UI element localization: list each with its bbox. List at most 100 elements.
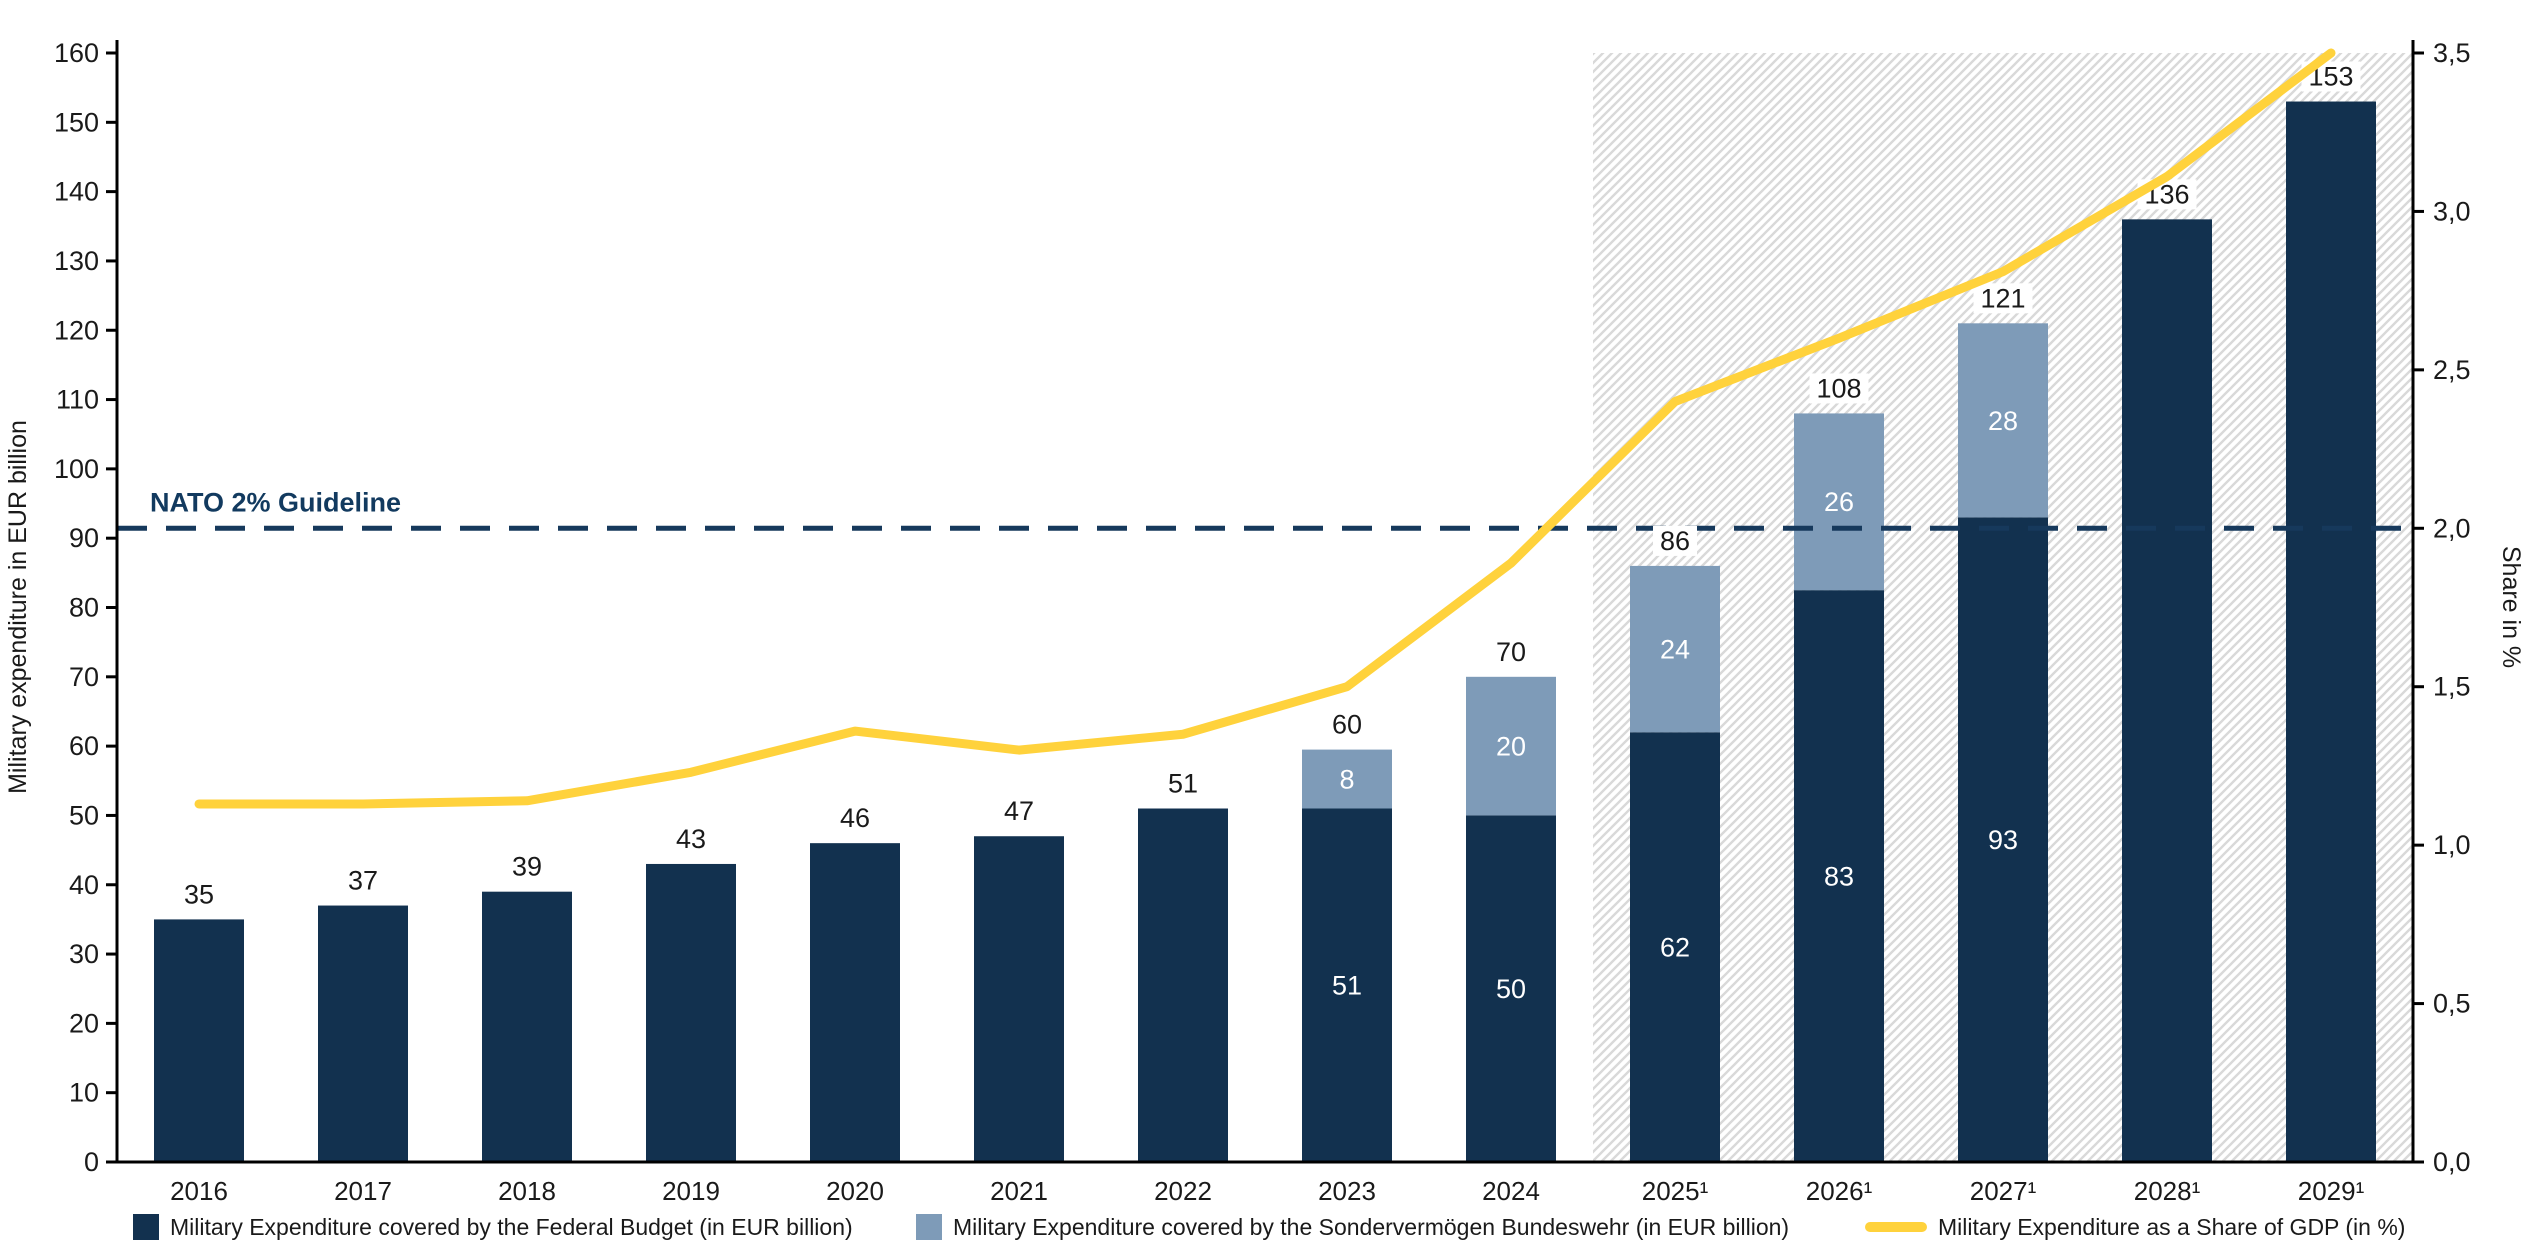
bar-federal-2025¹ — [1630, 732, 1720, 1162]
svg-text:24: 24 — [1660, 635, 1690, 665]
bar-federal-2029¹ — [2286, 101, 2376, 1162]
bar-federal-2019 — [646, 863, 736, 1162]
federal-budget-swatch-icon — [133, 1214, 159, 1240]
legend-item-sondervermoegen: Military Expenditure covered by the Sond… — [916, 1212, 1789, 1242]
bar-federal-2022 — [1138, 808, 1228, 1162]
svg-text:100: 100 — [54, 454, 99, 484]
svg-text:10: 10 — [69, 1078, 99, 1108]
svg-text:0: 0 — [84, 1147, 99, 1177]
bar-federal-2026¹ — [1794, 590, 1884, 1162]
svg-text:2016: 2016 — [170, 1176, 228, 1206]
svg-text:2019: 2019 — [662, 1176, 720, 1206]
svg-text:51: 51 — [1168, 769, 1198, 799]
svg-text:130: 130 — [54, 246, 99, 276]
bar-sondervermoegen-2024 — [1466, 676, 1556, 816]
svg-text:2018: 2018 — [498, 1176, 556, 1206]
svg-text:2023: 2023 — [1318, 1176, 1376, 1206]
svg-text:2025¹: 2025¹ — [1642, 1176, 1709, 1206]
svg-text:2026¹: 2026¹ — [1806, 1176, 1873, 1206]
svg-text:39: 39 — [512, 852, 542, 882]
bar-sondervermoegen-2027¹ — [1958, 323, 2048, 518]
bar-federal-2018 — [482, 891, 572, 1162]
bar-federal-2028¹ — [2122, 219, 2212, 1163]
svg-text:2017: 2017 — [334, 1176, 392, 1206]
bar-federal-2017 — [318, 905, 408, 1162]
legend-label-sondervermoegen: Military Expenditure covered by the Sond… — [953, 1213, 1790, 1240]
svg-text:2,5: 2,5 — [2433, 355, 2471, 385]
svg-text:2027¹: 2027¹ — [1970, 1176, 2037, 1206]
bar-sondervermoegen-2026¹ — [1794, 413, 1884, 591]
svg-text:28: 28 — [1988, 406, 2018, 436]
svg-text:140: 140 — [54, 177, 99, 207]
svg-text:90: 90 — [69, 523, 99, 553]
svg-text:70: 70 — [69, 662, 99, 692]
svg-text:8: 8 — [1339, 764, 1354, 794]
svg-text:120: 120 — [54, 315, 99, 345]
svg-text:2024: 2024 — [1482, 1176, 1540, 1206]
sondervermoegen-swatch-icon — [916, 1214, 942, 1240]
svg-text:20: 20 — [69, 1008, 99, 1038]
svg-text:2,0: 2,0 — [2433, 513, 2471, 543]
bar-federal-2020 — [810, 843, 900, 1162]
left-axis-title: Military expenditure in EUR billion — [4, 420, 32, 794]
nato-guideline-label: NATO 2% Guideline — [150, 487, 401, 517]
svg-text:43: 43 — [676, 824, 706, 854]
svg-text:40: 40 — [69, 870, 99, 900]
legend-label-federal-budget: Military Expenditure covered by the Fede… — [170, 1213, 853, 1240]
svg-text:47: 47 — [1004, 796, 1034, 826]
svg-text:62: 62 — [1660, 933, 1690, 963]
svg-text:1,5: 1,5 — [2433, 672, 2471, 702]
svg-text:3,0: 3,0 — [2433, 196, 2471, 226]
svg-text:160: 160 — [54, 38, 99, 68]
bar-sondervermoegen-2025¹ — [1630, 565, 1720, 733]
left-axis-tick-labels: 0 10 20 30 40 50 60 70 80 90 100 110 120 130 140 150 160 — [54, 38, 99, 1177]
svg-text:37: 37 — [348, 866, 378, 896]
gdp-share-line — [194, 48, 2336, 809]
svg-text:2029¹: 2029¹ — [2298, 1176, 2365, 1206]
bar-federal-2021 — [974, 836, 1064, 1162]
svg-text:20: 20 — [1496, 732, 1526, 762]
svg-text:108: 108 — [1816, 373, 1861, 403]
stacked-bars — [154, 101, 2376, 1163]
svg-text:80: 80 — [69, 593, 99, 623]
axes — [106, 40, 2424, 1164]
svg-text:1,0: 1,0 — [2433, 830, 2471, 860]
svg-text:35: 35 — [184, 879, 214, 909]
legend-item-federal-budget: Military Expenditure covered by the Fede… — [133, 1212, 853, 1242]
svg-text:60: 60 — [1332, 710, 1362, 740]
svg-text:2028¹: 2028¹ — [2134, 1176, 2201, 1206]
svg-text:83: 83 — [1824, 862, 1854, 892]
svg-text:70: 70 — [1496, 637, 1526, 667]
svg-text:2022: 2022 — [1154, 1176, 1212, 1206]
svg-text:46: 46 — [840, 803, 870, 833]
svg-text:0,0: 0,0 — [2433, 1147, 2471, 1177]
legend-item-gdp-share: Military Expenditure as a Share of GDP (… — [1865, 1212, 2405, 1242]
svg-text:2020: 2020 — [826, 1176, 884, 1206]
svg-text:3,5: 3,5 — [2433, 38, 2471, 68]
svg-text:121: 121 — [1980, 283, 2025, 313]
svg-text:86: 86 — [1660, 526, 1690, 556]
svg-text:150: 150 — [54, 107, 99, 137]
svg-text:0,5: 0,5 — [2433, 989, 2471, 1019]
svg-text:50: 50 — [69, 800, 99, 830]
bar-federal-2023 — [1302, 808, 1392, 1162]
svg-text:51: 51 — [1332, 971, 1362, 1001]
svg-text:60: 60 — [69, 731, 99, 761]
right-axis-title: Share in % — [2497, 546, 2524, 668]
bar-federal-2016 — [154, 919, 244, 1162]
gdp-share-line-swatch-icon — [1865, 1222, 1927, 1232]
right-axis-tick-labels: 0,0 0,5 1,0 1,5 2,0 2,5 3,0 3,5 — [2433, 38, 2471, 1177]
bar-federal-2027¹ — [1958, 517, 2048, 1162]
svg-text:30: 30 — [69, 939, 99, 969]
bar-segment-labels: 51 8 50 20 62 24 83 26 93 28 — [1332, 406, 2018, 1004]
legend-label-gdp-share: Military Expenditure as a Share of GDP (… — [1938, 1213, 2406, 1240]
svg-text:2021: 2021 — [990, 1176, 1048, 1206]
svg-text:50: 50 — [1496, 974, 1526, 1004]
svg-text:93: 93 — [1988, 825, 2018, 855]
x-axis-tick-labels: 2016 2017 2018 2019 2020 2021 2022 2023 2024 2025… — [170, 1176, 2365, 1206]
bar-sondervermoegen-2023 — [1302, 749, 1392, 809]
bar-federal-2024 — [1466, 815, 1556, 1162]
svg-text:110: 110 — [56, 385, 99, 415]
